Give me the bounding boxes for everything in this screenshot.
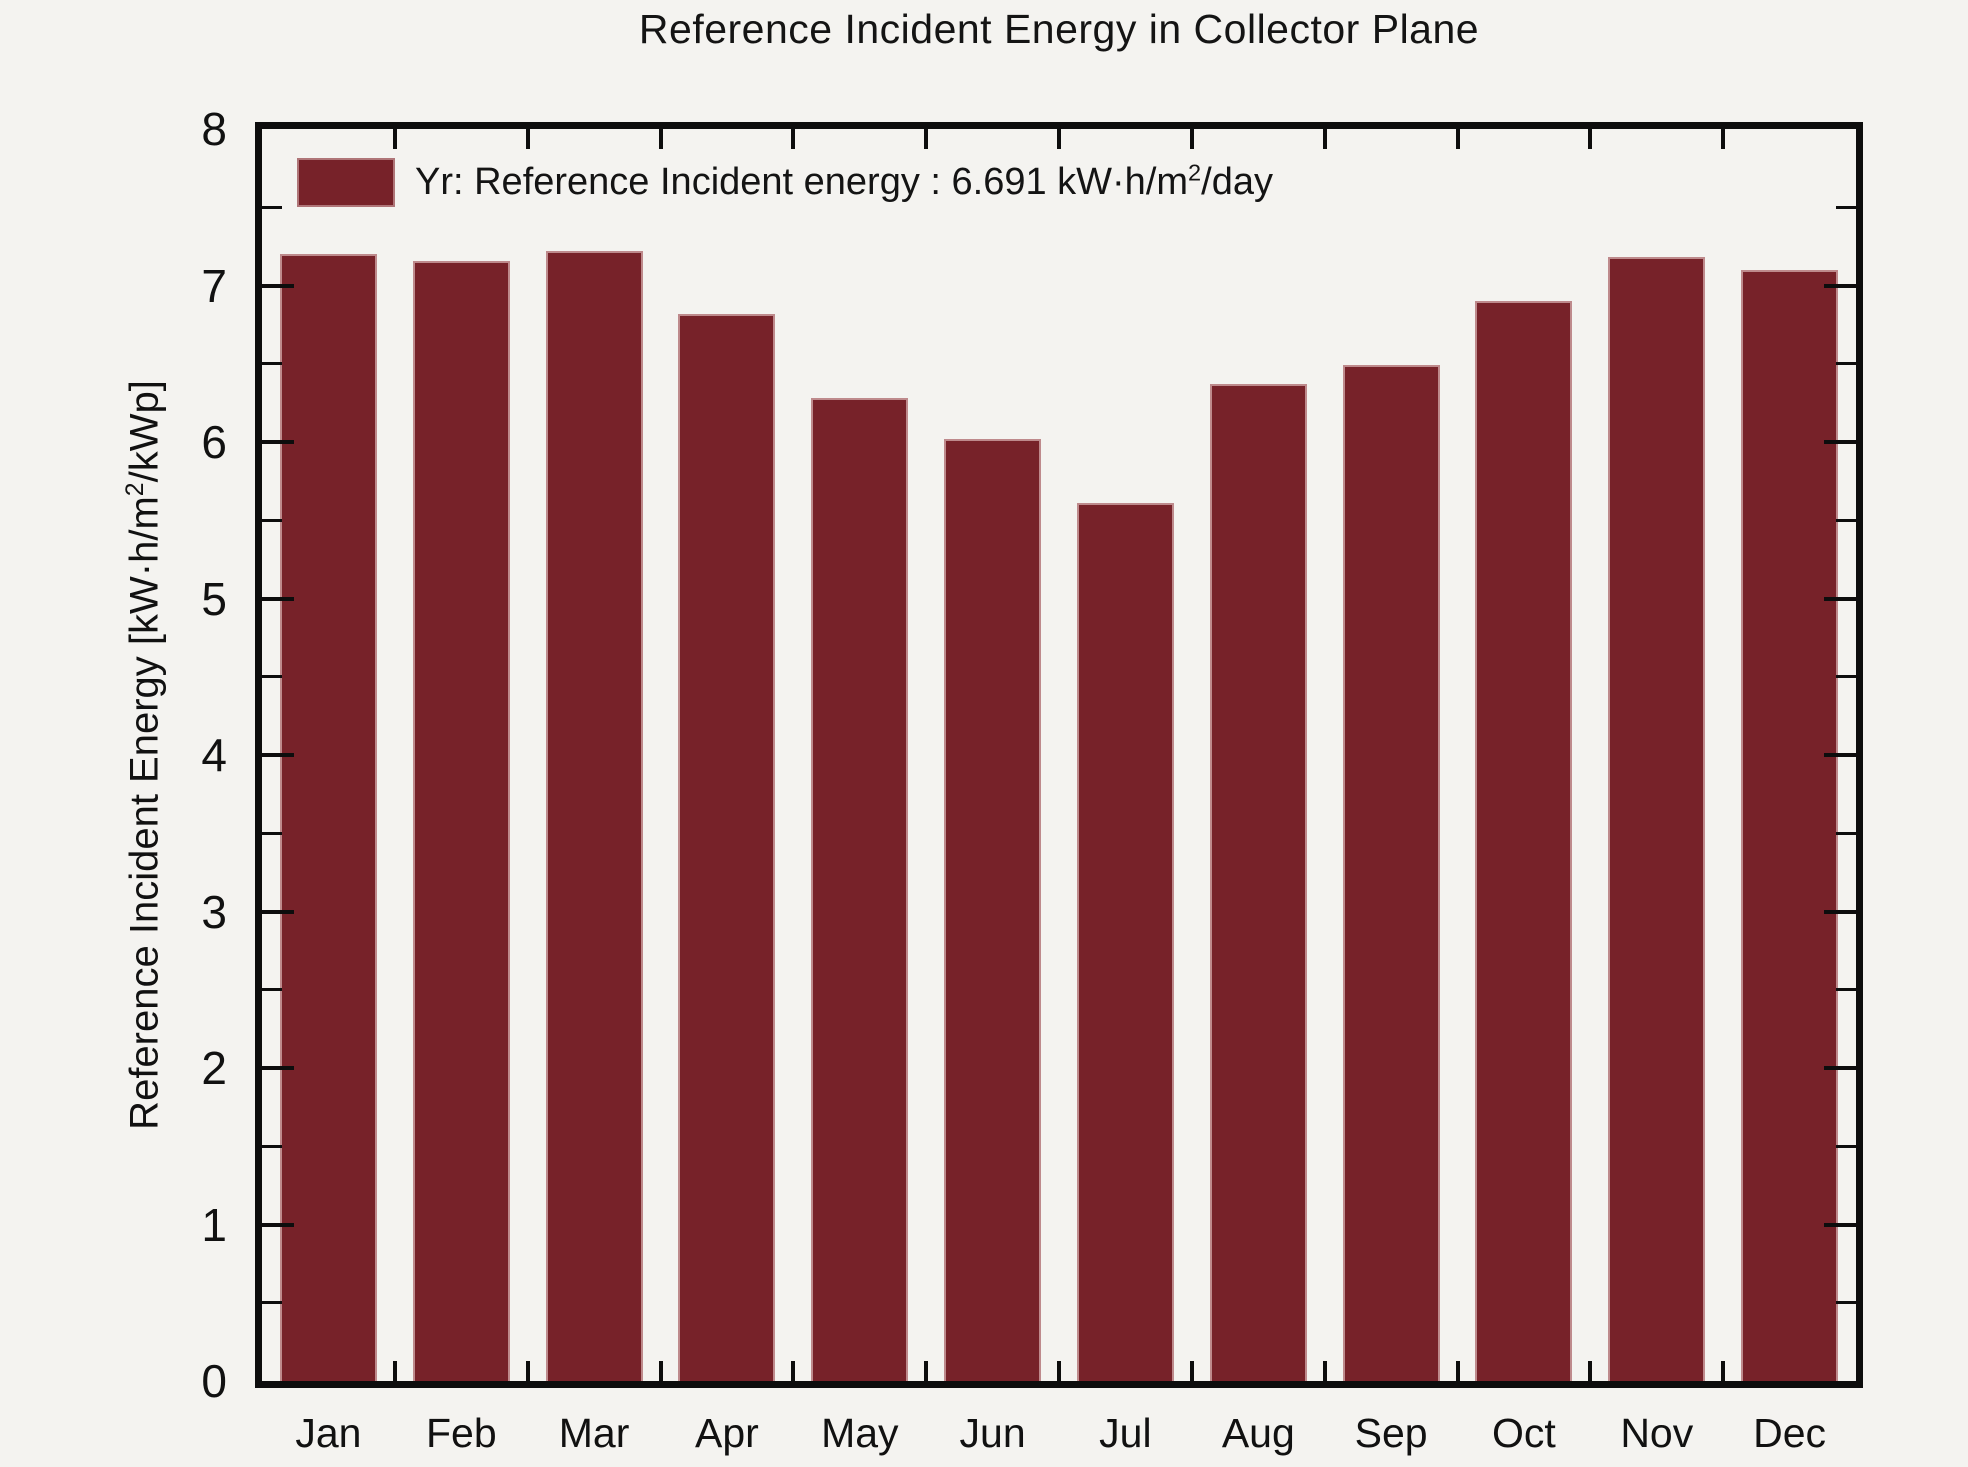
x-tick-top <box>1455 129 1460 149</box>
y-tick-left-minor <box>262 831 282 835</box>
legend-label: Yr: Reference Incident energy : 6.691 kW… <box>415 158 1273 204</box>
x-tick-top <box>924 129 929 149</box>
y-tick-label-8: 8 <box>201 103 227 155</box>
y-tick-label-2: 2 <box>201 1042 227 1094</box>
y-tick-right-minor <box>1836 988 1856 992</box>
y-tick-left-minor <box>262 1144 282 1148</box>
y-tick-label-7: 7 <box>201 259 227 312</box>
x-tick-top <box>392 129 397 149</box>
x-tick-bottom <box>1189 1361 1194 1381</box>
x-tick-label-mar: Mar <box>558 1410 630 1456</box>
bar-mar <box>545 251 643 1381</box>
y-tick-right-major <box>1824 1222 1856 1227</box>
y-tick-label-0: 0 <box>201 1355 227 1407</box>
legend: Yr: Reference Incident energy : 6.691 kW… <box>297 154 1273 210</box>
x-tick-bottom <box>791 1361 796 1381</box>
y-tick-right-minor <box>1836 675 1856 679</box>
x-tick-bottom <box>658 1361 663 1381</box>
y-tick-left-minor <box>262 988 282 992</box>
y-tick-right-major <box>1824 753 1856 757</box>
legend-label-suffix: /day <box>1201 160 1273 203</box>
y-tick-right-minor <box>1836 831 1856 835</box>
bar-sep <box>1342 365 1440 1381</box>
y-tick-left-minor <box>262 518 282 522</box>
x-tick-label-jun: Jun <box>959 1410 1026 1456</box>
x-tick-bottom <box>392 1361 397 1381</box>
y-tick-left-major <box>262 909 294 914</box>
y-tick-right-minor <box>1836 1301 1856 1305</box>
y-tick-label-4: 4 <box>201 729 227 781</box>
y-tick-right-minor <box>1836 362 1856 366</box>
x-tick-bottom <box>924 1361 929 1381</box>
x-tick-label-jan: Jan <box>295 1410 362 1456</box>
bar-apr <box>678 313 776 1381</box>
bar-nov <box>1608 257 1706 1381</box>
x-tick-label-dec: Dec <box>1753 1410 1827 1456</box>
x-tick-top <box>1057 129 1061 149</box>
y-tick-left-minor <box>262 675 282 679</box>
y-tick-label-5: 5 <box>201 572 227 625</box>
x-tick-top <box>1588 129 1593 149</box>
y-tick-label-3: 3 <box>201 885 227 938</box>
y-tick-left-major <box>262 440 294 444</box>
plot-inner <box>262 129 1856 1381</box>
bar-aug <box>1209 384 1307 1381</box>
plot-area: Yr: Reference Incident energy : 6.691 kW… <box>255 122 1863 1388</box>
x-tick-label-aug: Aug <box>1221 1410 1295 1456</box>
x-tick-bottom <box>1455 1361 1460 1381</box>
y-tick-right-minor <box>1836 205 1856 209</box>
x-tick-bottom <box>1721 1361 1726 1381</box>
y-tick-left-major <box>262 283 294 288</box>
x-tick-bottom <box>1057 1361 1061 1381</box>
y-tick-left-minor <box>262 205 282 209</box>
x-tick-top <box>525 129 530 149</box>
x-tick-bottom <box>1322 1361 1327 1381</box>
x-tick-label-oct: Oct <box>1491 1410 1556 1456</box>
legend-label-superscript: 2 <box>1188 158 1202 185</box>
x-tick-label-sep: Sep <box>1354 1410 1428 1456</box>
legend-color-swatch <box>297 157 395 207</box>
x-tick-label-may: May <box>821 1410 899 1456</box>
chart-title: Reference Incident Energy in Collector P… <box>638 6 1480 52</box>
x-tick-top <box>658 129 663 149</box>
bar-jan <box>279 254 377 1381</box>
x-tick-bottom <box>1588 1361 1593 1381</box>
y-tick-right-major <box>1824 909 1856 914</box>
y-tick-right-minor <box>1836 1144 1856 1148</box>
y-tick-right-minor <box>1836 518 1856 522</box>
y-tick-right-major <box>1824 1066 1856 1070</box>
y-axis-title-superscript: 2 <box>122 482 150 497</box>
x-tick-top <box>1721 129 1726 149</box>
y-tick-right-major <box>1824 283 1856 288</box>
y-tick-label-1: 1 <box>201 1198 227 1251</box>
bar-jul <box>1076 503 1174 1381</box>
y-tick-right-major <box>1824 596 1856 601</box>
x-tick-bottom <box>525 1361 530 1381</box>
x-tick-top <box>791 129 796 149</box>
y-tick-left-minor <box>262 362 282 366</box>
y-tick-left-major <box>262 1066 294 1070</box>
bar-feb <box>412 260 510 1381</box>
bar-jun <box>944 438 1042 1381</box>
legend-label-text: Yr: Reference Incident energy : 6.691 kW… <box>415 160 1189 203</box>
y-tick-left-major <box>262 596 294 601</box>
x-tick-label-feb: Feb <box>425 1410 497 1456</box>
y-tick-left-major <box>262 753 294 757</box>
y-tick-right-major <box>1824 440 1856 444</box>
bar-oct <box>1475 301 1573 1381</box>
bar-dec <box>1741 269 1839 1381</box>
y-tick-left-major <box>262 1222 294 1227</box>
y-tick-label-6: 6 <box>201 416 227 468</box>
x-tick-label-apr: Apr <box>694 1410 759 1456</box>
x-tick-top <box>1189 129 1194 149</box>
x-tick-label-jul: Jul <box>1099 1410 1152 1456</box>
bar-may <box>811 398 909 1381</box>
x-tick-label-nov: Nov <box>1620 1410 1694 1456</box>
x-tick-top <box>1322 129 1327 149</box>
y-tick-left-minor <box>262 1301 282 1305</box>
